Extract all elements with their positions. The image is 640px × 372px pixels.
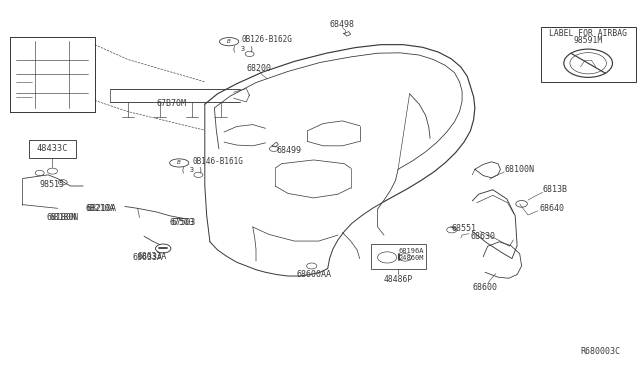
Text: 48486P: 48486P	[384, 275, 413, 283]
Text: 67503: 67503	[170, 218, 195, 227]
Text: 68600AA: 68600AA	[296, 270, 331, 279]
Text: 67B70M: 67B70M	[157, 99, 186, 108]
Text: 68196A: 68196A	[398, 248, 424, 254]
Text: 68630: 68630	[470, 232, 495, 241]
Text: 68640: 68640	[540, 204, 564, 213]
Text: 68180N: 68180N	[47, 213, 77, 222]
Text: 68551: 68551	[451, 224, 476, 233]
Text: 48433C: 48433C	[36, 144, 68, 153]
FancyBboxPatch shape	[29, 140, 76, 158]
Text: 6813B: 6813B	[543, 185, 568, 194]
Text: 68600: 68600	[472, 283, 498, 292]
Text: 0B146-B161G: 0B146-B161G	[192, 157, 243, 166]
Text: 68499: 68499	[276, 146, 301, 155]
FancyBboxPatch shape	[371, 244, 426, 269]
Text: 68498: 68498	[330, 20, 355, 29]
Text: 68633A: 68633A	[137, 252, 166, 261]
Text: B: B	[177, 160, 181, 166]
Text: 68633A: 68633A	[132, 253, 162, 262]
Text: 68180N: 68180N	[49, 213, 79, 222]
Text: ( 3 ): ( 3 )	[181, 166, 203, 173]
Text: 6B210A: 6B210A	[85, 204, 115, 213]
Text: 68100N: 68100N	[504, 165, 534, 174]
Text: 68200: 68200	[246, 64, 272, 73]
Text: 0B126-B162G: 0B126-B162G	[242, 35, 292, 44]
Text: LABEL FOR AIRBAG: LABEL FOR AIRBAG	[549, 29, 627, 38]
Text: B: B	[227, 39, 231, 44]
Text: 6B210A: 6B210A	[86, 204, 116, 213]
Text: 98515: 98515	[40, 180, 65, 189]
Text: 24860M: 24860M	[398, 255, 424, 261]
Text: 98591M: 98591M	[573, 36, 603, 45]
Text: R680003C: R680003C	[580, 347, 620, 356]
Text: 67503: 67503	[172, 218, 196, 227]
FancyBboxPatch shape	[541, 27, 636, 82]
Text: ( 3 ): ( 3 )	[232, 45, 254, 52]
